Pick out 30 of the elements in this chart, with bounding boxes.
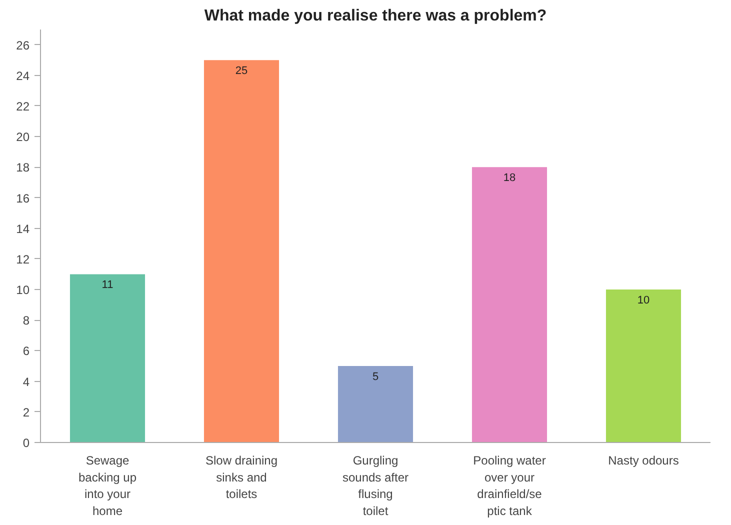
y-tick-label: 14 <box>16 222 30 236</box>
y-tick-label: 10 <box>16 283 30 298</box>
x-tick-label: Slow draining sinks and toilets <box>205 454 278 502</box>
data-label: 18 <box>503 172 516 184</box>
y-tick-label: 0 <box>22 436 30 450</box>
y-tick-label: 8 <box>22 314 30 328</box>
data-label: 25 <box>235 65 248 78</box>
y-tick-label: 22 <box>16 99 30 114</box>
y-tick-label: 24 <box>16 68 30 83</box>
data-label: 10 <box>637 294 650 307</box>
bar <box>204 60 280 442</box>
x-tick-label: Sewage backing up into your home <box>78 454 137 518</box>
y-tick-label: 12 <box>16 252 30 266</box>
data-label: 5 <box>372 371 379 384</box>
x-tick-label: Gurgling sounds after flusing toilet <box>342 454 409 518</box>
bar <box>70 274 146 442</box>
bar <box>472 167 548 442</box>
bar <box>338 366 414 442</box>
y-tick-label: 6 <box>22 344 30 358</box>
chart-title: What made you realise there was a problem? <box>204 8 547 24</box>
y-tick-label: 18 <box>16 160 30 175</box>
bar <box>606 290 682 442</box>
y-tick-label: 16 <box>16 191 30 206</box>
x-tick-label: Nasty odours <box>608 454 679 468</box>
data-label: 11 <box>102 279 114 292</box>
y-tick-label: 2 <box>22 405 30 420</box>
y-tick-label: 26 <box>16 38 30 52</box>
y-tick-label: 20 <box>16 130 30 144</box>
x-tick-label: Pooling water over your drainfield/se ptic tank <box>473 454 546 518</box>
y-tick-label: 4 <box>22 374 30 389</box>
